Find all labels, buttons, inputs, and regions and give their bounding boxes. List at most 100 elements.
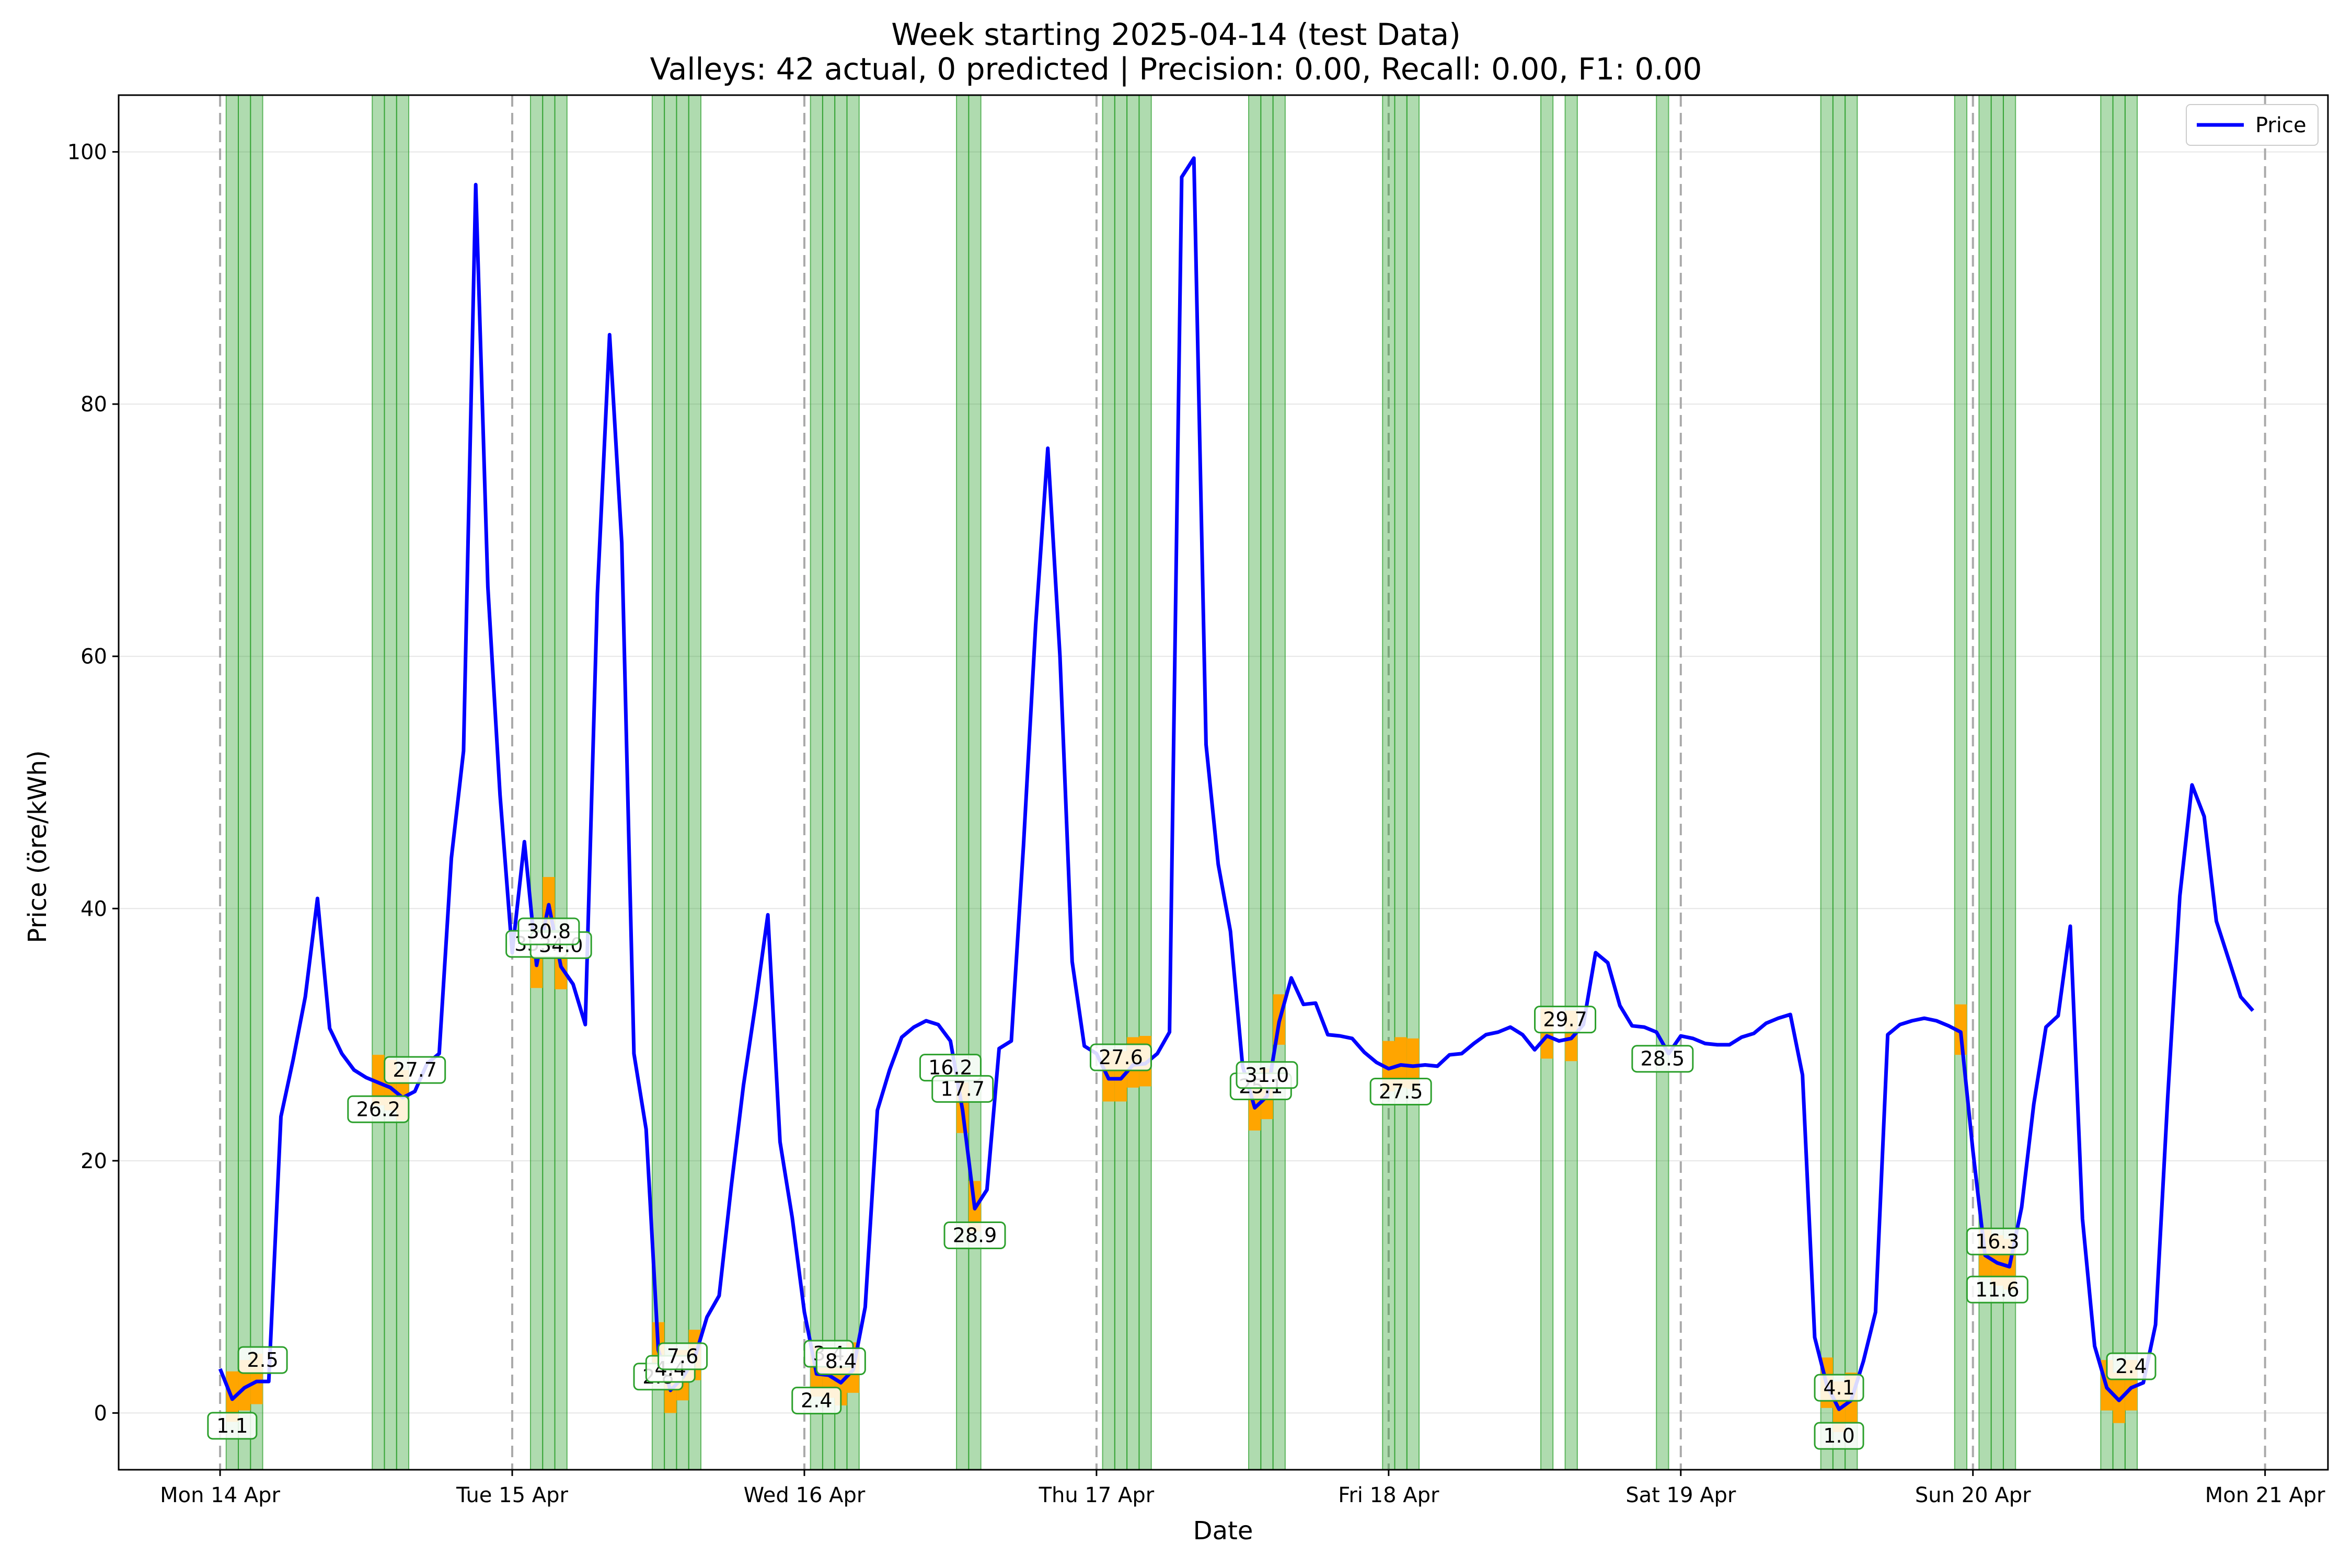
valley-label-box bbox=[1814, 1374, 1864, 1402]
valley-label: 28.9 bbox=[943, 1221, 1006, 1250]
valley-span bbox=[384, 95, 397, 1470]
valley-label: 27.7 bbox=[384, 1056, 446, 1084]
valley-label: 1.1 bbox=[207, 1412, 258, 1440]
valley-span bbox=[956, 95, 970, 1470]
legend: Price bbox=[2186, 104, 2319, 146]
valley-span bbox=[822, 95, 836, 1470]
valley-span bbox=[1954, 95, 1968, 1470]
valley-label: 17.7 bbox=[931, 1075, 994, 1103]
valley-label: 1.0 bbox=[1814, 1422, 1864, 1450]
valley-label-text: 27.6 bbox=[1099, 1046, 1143, 1069]
valley-label-text: 1.0 bbox=[1823, 1424, 1854, 1447]
valley-label-box bbox=[1814, 1422, 1864, 1450]
valley-label-text: 27.5 bbox=[1379, 1080, 1423, 1103]
valley-label-box bbox=[384, 1056, 446, 1084]
x-tick-label: Thu 17 Apr bbox=[1039, 1483, 1155, 1507]
x-tick-label: Wed 16 Apr bbox=[744, 1483, 866, 1507]
valley-span bbox=[1260, 95, 1274, 1470]
valley-label-text: 26.2 bbox=[356, 1098, 401, 1121]
valley-label: 11.6 bbox=[1966, 1275, 2028, 1304]
valley-label-text: 11.6 bbox=[1975, 1278, 2020, 1301]
valley-span bbox=[1820, 95, 1834, 1470]
x-tick-label: Tue 15 Apr bbox=[456, 1483, 568, 1507]
valley-span bbox=[1564, 95, 1578, 1470]
valley-label-box bbox=[1631, 1045, 1694, 1073]
grid-layer bbox=[119, 151, 2328, 1414]
valley-label-box bbox=[1236, 1061, 1298, 1089]
valley-label-text: 28.9 bbox=[953, 1224, 997, 1247]
valley-bar bbox=[1406, 1038, 1420, 1089]
valley-span bbox=[968, 95, 982, 1470]
valley-label-text: 4.1 bbox=[1823, 1376, 1854, 1399]
valley-label-box bbox=[1966, 1227, 2028, 1255]
valley-span bbox=[238, 95, 251, 1470]
valley-span bbox=[372, 95, 385, 1470]
valley-label-text: 7.6 bbox=[667, 1345, 698, 1368]
valley-label-box bbox=[207, 1412, 258, 1440]
valley-label-box bbox=[2106, 1352, 2157, 1380]
chart-title: Week starting 2025-04-14 (test Data) bbox=[891, 17, 1461, 52]
valley-label: 27.5 bbox=[1369, 1077, 1432, 1105]
valley-span bbox=[529, 95, 544, 1470]
y-tick-label: 80 bbox=[80, 393, 107, 417]
y-tick-label: 100 bbox=[67, 141, 107, 165]
valley-label-box bbox=[943, 1221, 1006, 1250]
valley-span bbox=[2112, 95, 2126, 1470]
valley-label: 28.5 bbox=[1631, 1045, 1694, 1073]
valley-label-text: 27.7 bbox=[393, 1058, 437, 1081]
valley-label: 27.6 bbox=[1089, 1043, 1152, 1071]
valley-label: 16.3 bbox=[1966, 1227, 2028, 1255]
valley-span bbox=[1114, 95, 1128, 1470]
plot-frame bbox=[118, 94, 2329, 1471]
valley-span bbox=[1394, 95, 1408, 1470]
valley-span bbox=[688, 95, 702, 1470]
valley-span bbox=[542, 95, 556, 1470]
axis-ticks: 0 20 40 60 80 100 Mon 14 Apr Tue 15 Apr Wed 16 A… bbox=[67, 141, 2326, 1507]
valley-span bbox=[1102, 95, 1115, 1470]
valley-span bbox=[1138, 95, 1152, 1470]
y-tick-label: 20 bbox=[80, 1149, 107, 1173]
valley-label-text: 16.3 bbox=[1975, 1230, 2020, 1253]
valley-label-box bbox=[931, 1075, 994, 1103]
chart-subtitle: Valleys: 42 actual, 0 predicted | Precis… bbox=[650, 51, 1702, 87]
valley-label-box bbox=[1369, 1077, 1432, 1105]
valley-label-box bbox=[237, 1346, 288, 1374]
valley-span bbox=[664, 95, 677, 1470]
valley-span bbox=[225, 95, 239, 1470]
valley-span bbox=[1540, 95, 1554, 1470]
valley-label-text: 30.8 bbox=[527, 920, 571, 943]
valley-span bbox=[1248, 95, 1262, 1470]
valley-label: 7.6 bbox=[658, 1342, 708, 1370]
valley-label: 2.4 bbox=[2106, 1352, 2157, 1380]
valley-label-box bbox=[1966, 1275, 2028, 1304]
valley-span bbox=[554, 95, 568, 1470]
valley-span bbox=[1382, 95, 1396, 1470]
valley-label: 8.4 bbox=[815, 1347, 866, 1376]
y-tick-label: 0 bbox=[94, 1401, 107, 1425]
valley-label-text: 17.7 bbox=[940, 1077, 985, 1100]
valley-span bbox=[2124, 95, 2138, 1470]
valley-span bbox=[676, 95, 689, 1470]
valley-span bbox=[1272, 95, 1286, 1470]
valley-label-text: 1.1 bbox=[216, 1414, 248, 1437]
x-tick-label: Mon 14 Apr bbox=[160, 1483, 280, 1507]
x-tick-label: Mon 21 Apr bbox=[2205, 1483, 2325, 1507]
valley-label: 26.2 bbox=[347, 1095, 410, 1123]
valley-span bbox=[1844, 95, 1858, 1470]
valley-label-text: 29.7 bbox=[1543, 1008, 1587, 1031]
valley-label: 29.7 bbox=[1534, 1006, 1597, 1034]
valley-label-text: 2.5 bbox=[247, 1348, 278, 1371]
valley-span bbox=[1656, 95, 1669, 1470]
valley-span bbox=[396, 95, 410, 1470]
valley-bar bbox=[1394, 1037, 1407, 1088]
valley-span bbox=[2100, 95, 2114, 1470]
x-tick-label: Sun 20 Apr bbox=[1915, 1483, 2031, 1507]
valley-span bbox=[1406, 95, 1420, 1470]
valley-label-box bbox=[347, 1095, 410, 1123]
legend-price-label: Price bbox=[2255, 113, 2307, 137]
valley-label: 31.0 bbox=[1236, 1061, 1298, 1089]
valley-label-box bbox=[658, 1342, 708, 1370]
valley-span bbox=[834, 95, 848, 1470]
